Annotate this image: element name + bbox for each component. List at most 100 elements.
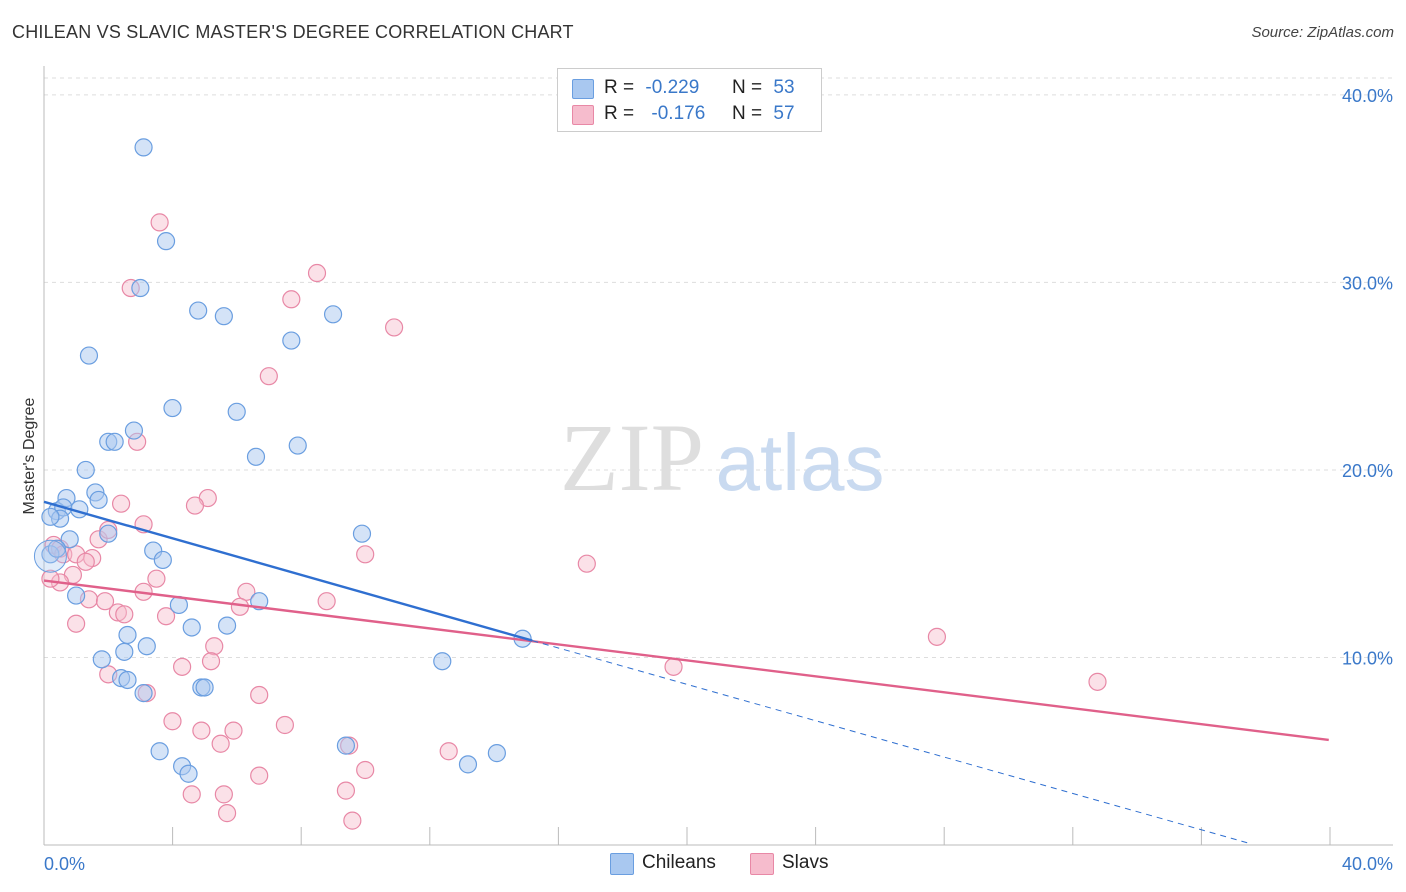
slavs-point bbox=[185, 496, 205, 515]
watermark-zip: ZIP bbox=[560, 404, 704, 511]
chileans-point bbox=[458, 755, 478, 774]
r-value: -0.229 bbox=[645, 77, 700, 98]
legend-n-slavs: N = 57 bbox=[732, 103, 795, 125]
slavs-legend-swatch bbox=[750, 853, 774, 875]
n-label: N = bbox=[732, 77, 763, 98]
slavs-point bbox=[343, 811, 362, 830]
correlation-legend: R = -0.229 N = 53 R = -0.176 N = 57 bbox=[557, 68, 822, 132]
chileans-trend-extension bbox=[532, 640, 1249, 844]
chileans-point bbox=[179, 764, 198, 783]
slavs-point bbox=[317, 592, 336, 611]
r-value: -0.176 bbox=[651, 103, 706, 124]
slavs-point bbox=[439, 742, 458, 761]
slavs-point bbox=[76, 552, 95, 571]
slavs-point bbox=[664, 657, 683, 676]
watermark-atlas: atlas bbox=[716, 418, 885, 507]
y-tick-label: 20.0% bbox=[1342, 461, 1393, 481]
chileans-point bbox=[189, 301, 208, 320]
slavs-point bbox=[1088, 672, 1107, 691]
chileans-point bbox=[250, 592, 269, 611]
slavs-point bbox=[211, 734, 230, 753]
slavs-legend-label: Slavs bbox=[782, 852, 829, 873]
slavs-point bbox=[95, 592, 115, 611]
chileans-point bbox=[227, 402, 246, 421]
slavs-point bbox=[259, 367, 278, 386]
chileans-point bbox=[115, 642, 134, 661]
n-label: N = bbox=[732, 103, 763, 124]
slavs-point bbox=[275, 715, 294, 735]
slavs-swatch bbox=[572, 105, 594, 125]
chileans-legend-swatch bbox=[610, 853, 634, 875]
chileans-point bbox=[67, 586, 86, 605]
chileans-point bbox=[89, 490, 108, 510]
slavs-point bbox=[384, 318, 404, 337]
slavs-point bbox=[147, 569, 166, 588]
slavs-point bbox=[927, 627, 947, 646]
chileans-point bbox=[182, 618, 201, 637]
chileans-point bbox=[217, 616, 237, 635]
y-tick-label: 40.0% bbox=[1342, 86, 1393, 106]
slavs-point bbox=[356, 760, 375, 780]
slavs-point bbox=[577, 554, 596, 573]
chart-title: CHILEAN VS SLAVIC MASTER'S DEGREE CORREL… bbox=[12, 22, 574, 42]
chileans-point bbox=[76, 460, 95, 480]
chileans-point bbox=[92, 650, 111, 669]
x-tick-label: 0.0% bbox=[44, 854, 85, 874]
chileans-point bbox=[150, 742, 169, 761]
chileans-legend-label: Chileans bbox=[642, 852, 716, 873]
chileans-point bbox=[131, 278, 150, 298]
slavs-point bbox=[115, 605, 134, 624]
source-label: Source: ZipAtlas.com bbox=[1251, 24, 1394, 41]
chileans-point bbox=[134, 138, 153, 157]
slavs-point bbox=[201, 652, 221, 671]
trend-lines bbox=[43, 500, 1329, 844]
slavs-point bbox=[217, 804, 237, 823]
chileans-point bbox=[352, 524, 372, 543]
chileans-point bbox=[105, 432, 124, 451]
r-label: R = bbox=[604, 77, 635, 98]
n-value: 57 bbox=[773, 103, 795, 124]
slavs-point bbox=[41, 569, 60, 588]
slavs-point bbox=[307, 263, 327, 283]
y-tick-label: 10.0% bbox=[1342, 648, 1393, 668]
legend-r-slavs: R = -0.176 bbox=[604, 103, 705, 125]
chileans-point bbox=[487, 744, 506, 763]
slavs-point bbox=[237, 582, 256, 601]
legend-n-chileans: N = 53 bbox=[732, 77, 795, 99]
chileans-point bbox=[195, 678, 214, 697]
n-value: 53 bbox=[773, 77, 795, 98]
chileans-point bbox=[336, 736, 356, 755]
chileans-point bbox=[41, 507, 60, 526]
slavs-trend-line bbox=[43, 579, 1329, 742]
chileans-point bbox=[246, 447, 266, 466]
y-tick-label: 30.0% bbox=[1342, 273, 1393, 293]
chileans-point bbox=[118, 625, 137, 645]
slavs-point bbox=[250, 766, 269, 785]
slavs-point bbox=[214, 785, 233, 804]
chileans-point bbox=[323, 305, 343, 324]
chileans-point bbox=[282, 331, 301, 350]
slavs-point bbox=[205, 637, 224, 656]
chileans-point bbox=[79, 346, 99, 365]
slavs-points bbox=[41, 213, 1107, 830]
slavs-point bbox=[108, 603, 127, 622]
chileans-point bbox=[433, 652, 452, 671]
slavs-point bbox=[156, 607, 176, 626]
tick-labels: 10.0% 20.0% 30.0% 40.0% 0.0% 40.0% bbox=[44, 86, 1393, 874]
slavs-point bbox=[111, 494, 131, 513]
chileans-point bbox=[288, 436, 307, 455]
chileans-point bbox=[99, 524, 118, 543]
axes bbox=[43, 66, 1393, 846]
chileans-cluster-point bbox=[33, 539, 67, 573]
chileans-point bbox=[137, 637, 156, 656]
slavs-point bbox=[67, 614, 86, 633]
chileans-point bbox=[134, 684, 153, 703]
gridlines bbox=[44, 77, 1393, 658]
slavs-point bbox=[150, 213, 169, 232]
slavs-point bbox=[356, 545, 375, 564]
chileans-point bbox=[124, 421, 144, 440]
chileans-point bbox=[153, 550, 172, 570]
chileans-point bbox=[60, 530, 79, 549]
chileans-point bbox=[156, 232, 176, 251]
